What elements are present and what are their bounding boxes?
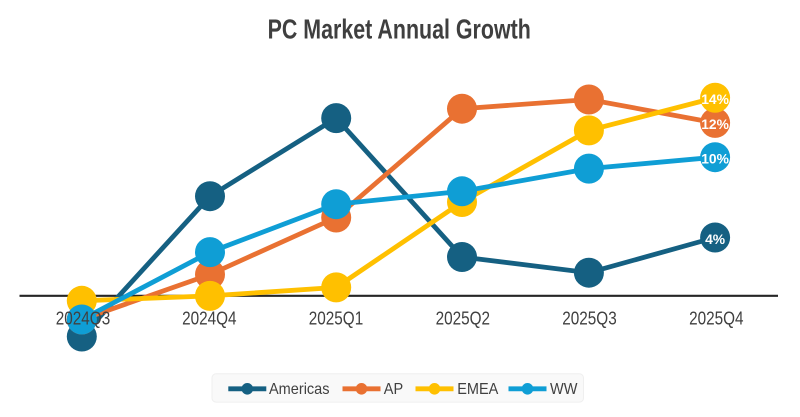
svg-text:WW: WW <box>550 380 578 398</box>
svg-text:PC Market Annual Growth: PC Market Annual Growth <box>268 15 531 45</box>
svg-text:AP: AP <box>384 380 403 398</box>
svg-text:EMEA: EMEA <box>457 380 499 398</box>
svg-text:2025Q3: 2025Q3 <box>562 307 616 329</box>
svg-text:Americas: Americas <box>269 380 330 398</box>
svg-text:14%: 14% <box>701 91 729 107</box>
svg-text:2025Q2: 2025Q2 <box>436 307 490 329</box>
svg-text:2025Q4: 2025Q4 <box>689 307 744 329</box>
svg-text:10%: 10% <box>701 151 729 167</box>
svg-text:2024Q4: 2024Q4 <box>182 307 237 329</box>
svg-text:4%: 4% <box>705 231 725 247</box>
svg-text:2025Q1: 2025Q1 <box>309 307 363 329</box>
svg-text:12%: 12% <box>701 116 729 132</box>
svg-text:2024Q3: 2024Q3 <box>56 307 110 329</box>
